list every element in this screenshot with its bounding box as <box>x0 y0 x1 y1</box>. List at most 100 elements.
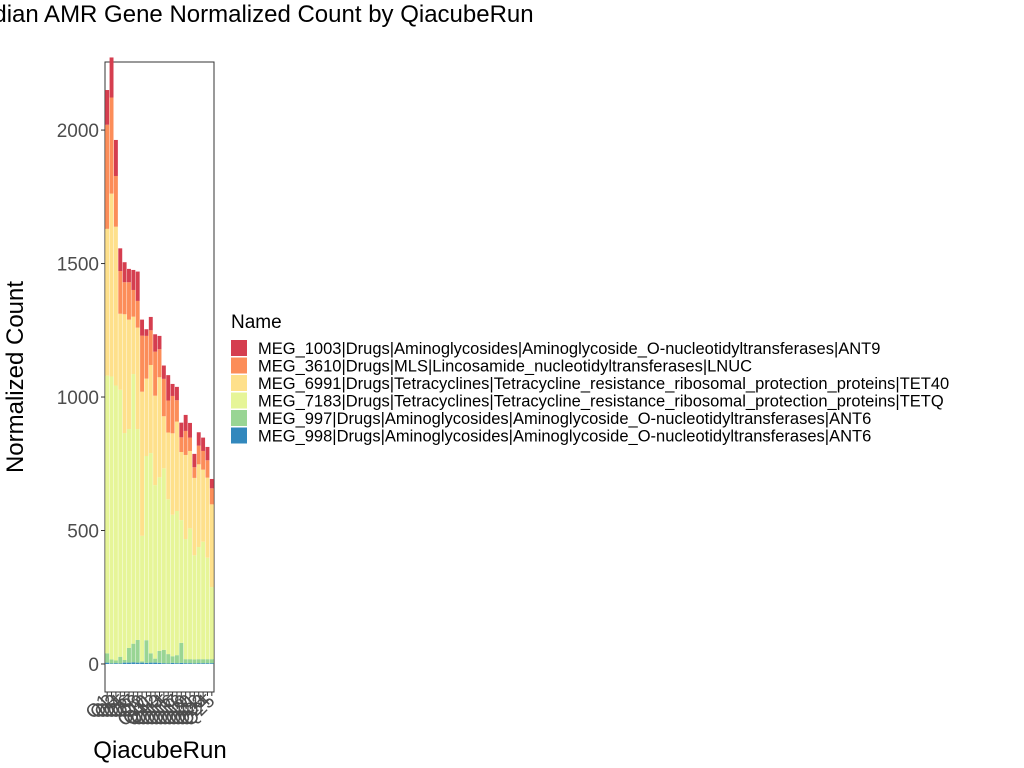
bar-segment-5-q24 <box>205 460 210 478</box>
bar-segment-4-q3 <box>113 226 118 386</box>
bar-segment-5-q7 <box>131 289 136 317</box>
bar-segment-6-q10 <box>144 329 149 336</box>
bar-segment-1-q17 <box>174 663 179 664</box>
bar-segment-3-q23 <box>201 541 206 660</box>
bar-segment-4-q19 <box>183 454 188 540</box>
bar-segment-3-q9 <box>140 535 145 662</box>
bar-segment-6-q18 <box>179 422 184 438</box>
bar-segment-2-q22 <box>196 659 201 664</box>
bar-segment-4-q9 <box>140 391 145 536</box>
bar-segment-2-q25 <box>209 659 214 664</box>
bar-segment-6-q20 <box>188 422 192 438</box>
bar-segment-4-q2 <box>109 193 114 377</box>
bar-segment-6-q7 <box>131 269 136 290</box>
legend-key-6 <box>231 427 247 444</box>
bar-segment-4-q25 <box>209 504 214 588</box>
bar-segment-3-q11 <box>148 453 153 654</box>
bar-segment-1-q22 <box>196 663 201 664</box>
bar-segment-1-q9 <box>140 662 145 664</box>
bar-segment-2-q13 <box>157 650 162 663</box>
bar-segment-5-q23 <box>201 450 206 470</box>
bar-segment-6-q14 <box>161 365 166 379</box>
bar-segment-6-q6 <box>127 268 131 283</box>
bar-segment-6-q15 <box>166 375 171 401</box>
bar-segment-1-q20 <box>188 663 192 664</box>
bar-segment-1-q15 <box>166 663 171 664</box>
bar-segment-3-q4 <box>118 389 123 657</box>
y-tick-label-500: 500 <box>67 521 99 542</box>
bar-segment-6-q22 <box>196 432 201 446</box>
bar-segment-2-q5 <box>122 659 127 663</box>
bar-segment-1-q12 <box>153 662 158 664</box>
legend-key-5 <box>231 410 247 426</box>
y-tick-label-1500: 1500 <box>57 255 99 276</box>
bar-segment-2-q6 <box>127 647 131 663</box>
bar-segment-3-q5 <box>122 433 127 660</box>
bar-segment-4-q17 <box>174 421 179 512</box>
bar-segment-6-q19 <box>183 414 188 431</box>
y-axis: 0 500 1000 1500 2000 <box>57 121 105 676</box>
bar-segment-6-q3 <box>113 139 118 176</box>
bar-segment-3-q2 <box>109 376 114 660</box>
bar-segment-2-q4 <box>118 656 123 664</box>
bar-segment-1-q18 <box>179 662 184 664</box>
bar-segment-1-q13 <box>157 662 162 664</box>
bar-segment-1-q10 <box>144 662 149 664</box>
bar-segment-2-q9 <box>140 661 145 663</box>
bar-segment-3-q1 <box>105 375 110 654</box>
bar-segment-5-q2 <box>109 97 114 194</box>
bar-segment-3-q3 <box>113 385 118 661</box>
bar-segment-1-q21 <box>192 663 197 664</box>
legend-label-1: MEG_1003|Drugs|Aminoglycosides|Aminoglyc… <box>258 340 880 358</box>
bar-segment-2-q19 <box>183 659 188 664</box>
bar-segment-3-q10 <box>144 456 149 641</box>
bar-segment-1-q3 <box>113 663 118 664</box>
legend-label-5: MEG_997|Drugs|Aminoglycosides|Aminoglyco… <box>258 410 871 428</box>
bar-segment-3-q16 <box>170 514 175 657</box>
bar-segment-2-q16 <box>170 656 175 663</box>
y-axis-title: Normalized Count <box>2 281 29 473</box>
bar-segment-1-q8 <box>135 662 140 664</box>
bar-segment-2-q15 <box>166 654 171 664</box>
bar-segment-2-q20 <box>188 659 192 664</box>
bar-segment-5-q17 <box>174 400 179 422</box>
bar-segment-5-q8 <box>135 300 140 328</box>
y-tick-label-1000: 1000 <box>57 388 99 409</box>
bar-segment-4-q16 <box>170 433 175 515</box>
bar-segment-3-q17 <box>174 511 179 656</box>
legend-title: Name <box>231 312 282 333</box>
bar-segment-3-q25 <box>209 587 214 660</box>
bar-segment-2-q21 <box>192 659 197 664</box>
bar-segment-1-q24 <box>205 663 210 664</box>
bar-segment-4-q21 <box>192 477 197 556</box>
bar-segment-5-q11 <box>148 330 153 365</box>
bar-segment-4-q7 <box>131 316 136 375</box>
bar-segment-4-q18 <box>179 452 184 521</box>
bar-segment-3-q18 <box>179 520 184 643</box>
bar-segment-1-q1 <box>105 662 110 664</box>
bar-segment-5-q9 <box>140 335 145 392</box>
bar-segment-5-q25 <box>209 488 214 505</box>
bar-segment-5-q6 <box>127 282 131 320</box>
bar-segment-3-q7 <box>131 374 136 644</box>
bar-segment-4-q22 <box>196 464 201 548</box>
bar-segment-5-q15 <box>166 400 171 433</box>
bar-segment-2-q11 <box>148 653 153 663</box>
x-axis-title: QiacubeRun <box>93 737 226 764</box>
bar-segment-6-q25 <box>209 478 214 489</box>
bar-segment-5-q22 <box>196 445 201 465</box>
bar-segment-6-q1 <box>105 90 110 125</box>
x-axis: Q1Q2Q3Q4Q5Q6Q7Q8Q9Q10Q11Q12Q13Q14Q15Q16Q… <box>82 690 219 731</box>
bar-segment-2-q10 <box>144 640 149 663</box>
bar-segment-3-q14 <box>161 468 166 650</box>
bar-segment-2-q12 <box>153 658 158 663</box>
bar-segment-5-q1 <box>105 124 110 229</box>
bar-segment-6-q9 <box>140 319 145 336</box>
bar-segment-6-q13 <box>157 335 162 350</box>
bar-segment-4-q8 <box>135 327 140 430</box>
bar-segment-4-q4 <box>118 313 123 390</box>
bar-segment-5-q5 <box>122 282 127 315</box>
bar-segment-1-q23 <box>201 663 206 664</box>
bar-segment-3-q21 <box>192 555 197 660</box>
